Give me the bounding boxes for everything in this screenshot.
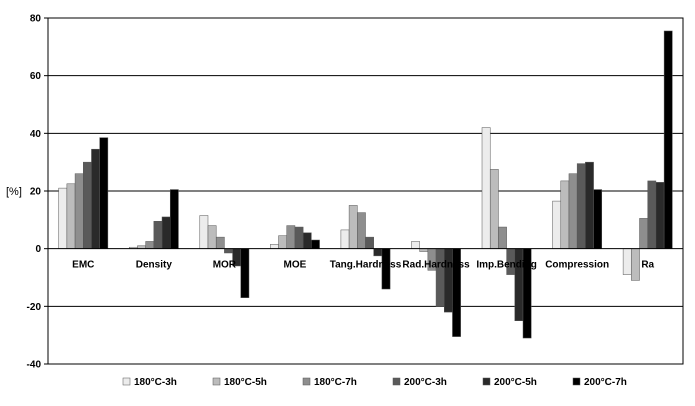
bar — [365, 236, 374, 249]
y-axis-label: [%] — [6, 186, 22, 198]
bar — [311, 239, 320, 249]
bar — [74, 173, 84, 249]
category-label: Rad.Hardness — [402, 260, 470, 271]
bar — [286, 225, 296, 249]
bar — [639, 218, 648, 249]
legend-swatch — [212, 377, 221, 386]
bar — [585, 161, 594, 249]
bar — [224, 248, 233, 254]
legend-label: 200°C-5h — [494, 377, 537, 388]
legend-label: 180°C-3h — [134, 377, 177, 388]
legend-label: 200°C-3h — [404, 377, 447, 388]
bar — [240, 248, 250, 298]
bar — [66, 183, 76, 249]
bar — [302, 232, 312, 249]
bar — [348, 205, 358, 249]
category-label: MOE — [284, 260, 307, 271]
bar — [207, 225, 217, 249]
bar — [622, 248, 632, 275]
bar — [99, 137, 109, 249]
category-label: Ra — [641, 260, 654, 271]
bar — [169, 189, 179, 249]
legend-swatch — [302, 377, 311, 386]
category-label: Density — [136, 260, 173, 271]
legend-swatch — [122, 377, 131, 386]
bar — [435, 248, 445, 307]
bar — [655, 182, 665, 249]
bar — [357, 212, 366, 249]
legend-swatch — [572, 377, 581, 386]
bar — [294, 226, 304, 249]
category-label: Compression — [545, 260, 609, 271]
y-tick-label: 40 — [30, 129, 42, 140]
plot-frame — [47, 17, 684, 365]
y-axis-ticks: -40 -20 0 20 40 60 80 — [27, 14, 48, 371]
bar — [489, 169, 499, 249]
bar — [444, 248, 453, 313]
bar — [270, 244, 279, 249]
bars — [58, 30, 673, 339]
y-tick-label: 20 — [30, 187, 42, 198]
y-tick-label: 0 — [35, 244, 41, 255]
category-label: Imp.Bending — [476, 260, 537, 271]
legend-swatch — [392, 377, 401, 386]
legend-label: 200°C-7h — [584, 377, 627, 388]
bar — [411, 241, 420, 249]
bar — [83, 161, 92, 249]
bar — [631, 248, 640, 281]
bar — [215, 236, 225, 249]
category-label: MOR — [213, 260, 237, 271]
bar — [153, 221, 163, 249]
legend-swatch — [482, 377, 491, 386]
bar — [663, 30, 673, 249]
bar — [552, 200, 562, 249]
y-tick-label: -40 — [27, 360, 42, 371]
legend-label: 180°C-7h — [314, 377, 357, 388]
bar — [278, 235, 287, 249]
bar — [498, 226, 507, 249]
bar — [340, 229, 350, 249]
legend: 180°C-3h 180°C-5h 180°C-7h 200°C-3h 200°C-5h… — [122, 377, 627, 388]
category-labels: EMC Density MOR MOE Tang.Hardness Rad.Hardnes… — [72, 260, 654, 271]
bar — [576, 163, 586, 249]
bar — [58, 187, 68, 249]
bar — [91, 148, 100, 249]
bar — [373, 248, 383, 257]
bar — [481, 127, 491, 249]
bar — [145, 241, 155, 249]
bar — [560, 180, 570, 249]
bar — [161, 216, 171, 249]
bar — [647, 180, 657, 249]
category-label: EMC — [72, 260, 94, 271]
y-tick-label: 60 — [30, 71, 42, 82]
bar — [568, 173, 578, 249]
bar — [593, 189, 603, 249]
y-tick-label: 80 — [30, 14, 42, 25]
bar — [199, 215, 209, 249]
legend-label: 180°C-5h — [224, 377, 267, 388]
category-label: Tang.Hardness — [330, 260, 402, 271]
y-tick-label: -20 — [27, 302, 42, 313]
